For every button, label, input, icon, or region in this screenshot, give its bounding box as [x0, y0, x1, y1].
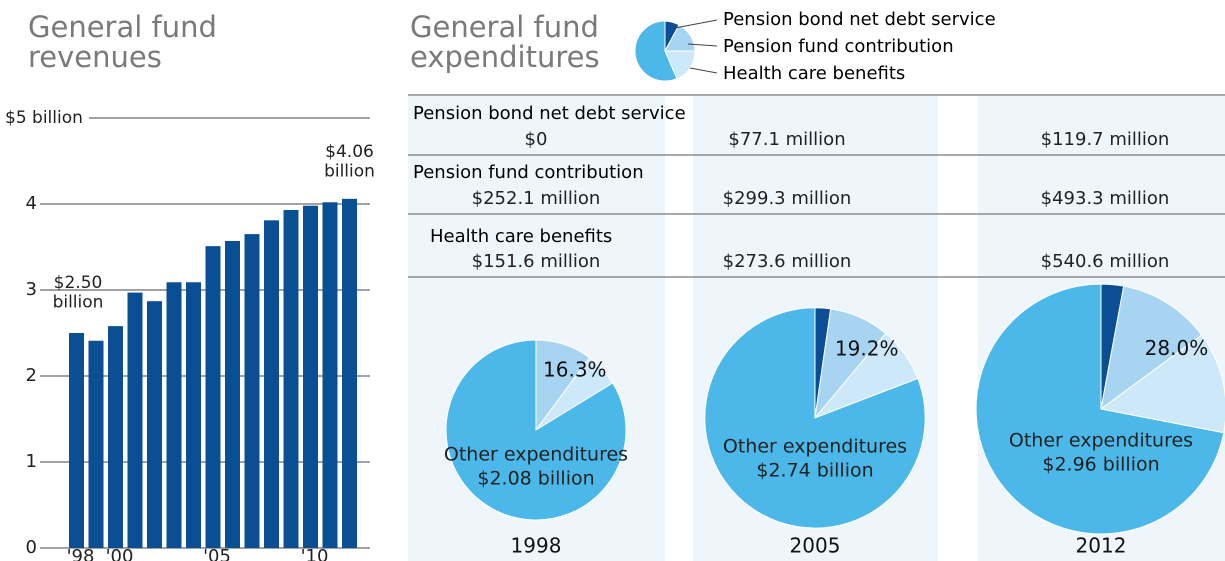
bar — [322, 202, 338, 548]
pie-annotation: 28.0% — [1145, 336, 1209, 360]
expenditures-title: General fund expenditures — [410, 10, 600, 74]
legend-label: Health care benefits — [723, 63, 905, 84]
pie-slice — [445, 339, 627, 521]
value-label: $2.50 billion — [53, 273, 104, 313]
pie-slice — [704, 307, 926, 529]
y-tick-label: 3 — [26, 279, 37, 300]
pie-label: Other expenditures — [723, 435, 907, 457]
table-value: $493.3 million — [1041, 188, 1170, 209]
y-tick-label: $5 billion — [5, 108, 83, 128]
legend-icon — [634, 20, 696, 82]
bar — [264, 220, 279, 548]
bar — [147, 301, 162, 548]
pie-slice — [1100, 285, 1203, 411]
pie-year: 2012 — [1076, 534, 1127, 558]
pie-annotation: 19.2% — [835, 336, 899, 360]
legend-leaders — [674, 19, 718, 74]
pie-annotation: 16.3% — [543, 358, 607, 382]
bar — [244, 234, 260, 548]
pie-label: Other expenditures — [1009, 430, 1193, 452]
y-tick-label: 4 — [26, 193, 37, 214]
table-value: $299.3 million — [723, 188, 852, 209]
x-tick-label: '00 — [106, 546, 134, 561]
row-header: Pension fund contribution — [413, 162, 644, 183]
table-value: $77.1 million — [728, 129, 845, 150]
table-value: $252.1 million — [472, 188, 601, 209]
table-value: $151.6 million — [472, 251, 601, 272]
table-lines — [408, 94, 1225, 278]
y-tick-label: 2 — [26, 365, 37, 386]
pie-slice — [975, 283, 1225, 535]
legend-leader — [674, 19, 718, 29]
pie-year: 2005 — [790, 534, 841, 558]
pie-year: 1998 — [511, 534, 562, 558]
table-value: $0 — [525, 129, 548, 150]
pie-value-label: $2.74 billion — [756, 459, 873, 481]
bar — [69, 333, 84, 548]
bar — [127, 292, 143, 548]
bar — [88, 340, 104, 548]
pie-value-label: $2.96 billion — [1042, 454, 1159, 476]
bar — [205, 246, 221, 548]
value-label: $4.06 billion — [324, 142, 375, 182]
pie-value-label: $2.08 billion — [477, 468, 594, 490]
x-tick-label: '05 — [203, 546, 231, 561]
bar — [186, 282, 201, 548]
table-value: $540.6 million — [1041, 251, 1170, 272]
pie-label: Other expenditures — [444, 444, 628, 466]
legend-leader — [687, 43, 718, 47]
row-header: Health care benefits — [430, 226, 612, 247]
bar — [225, 240, 240, 549]
bar — [166, 282, 182, 548]
row-header: Pension bond net debt service — [413, 103, 686, 124]
table-value: $119.7 million — [1041, 129, 1170, 150]
revenues-title: General fund revenues — [28, 10, 217, 74]
bar — [283, 210, 299, 548]
legend-leader — [689, 67, 718, 74]
bar — [303, 205, 318, 548]
table-value: $273.6 million — [723, 251, 852, 272]
legend-label: Pension fund contribution — [723, 36, 954, 57]
x-tick-label: '10 — [301, 546, 329, 561]
y-tick-label: 1 — [26, 451, 37, 472]
y-tick-label: 0 — [26, 537, 37, 558]
bar — [108, 326, 123, 548]
bar — [342, 198, 357, 548]
legend-label: Pension bond net debt service — [723, 9, 996, 30]
x-tick-label: '98 — [67, 546, 95, 561]
